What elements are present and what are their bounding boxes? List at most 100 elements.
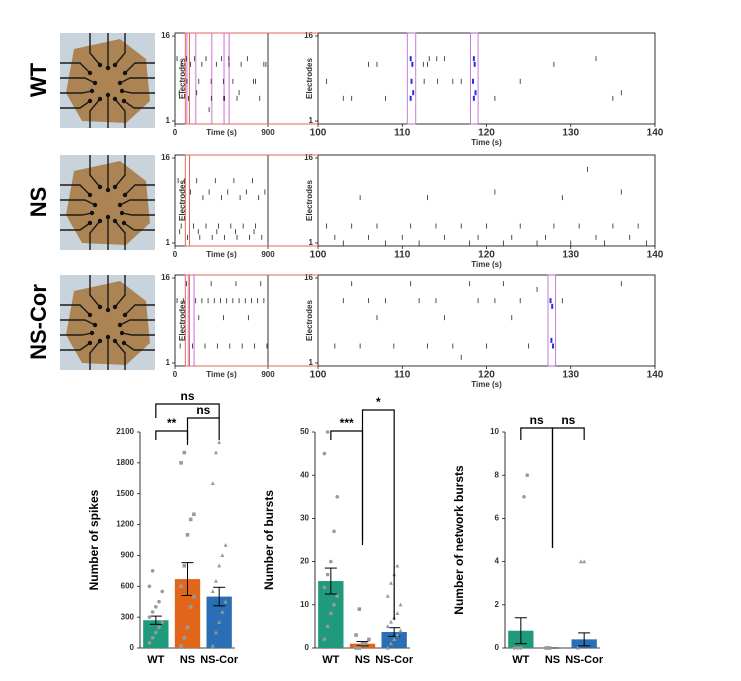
x-tick-label: WT [322,654,339,666]
y-tick-label: 1500 [116,489,134,498]
significance-bracket [520,427,554,548]
significance-label: ns [530,413,544,427]
data-point [220,553,225,558]
y-tick-label: 16 [304,31,313,40]
x-tick-label: 140 [647,250,664,261]
data-point [147,584,152,589]
x-tick-label: 110 [394,128,411,139]
x-axis-label: Time (s) [206,250,237,259]
significance-label: * [376,395,381,409]
significance-label: *** [340,416,354,430]
x-tick-label: NS-Cor [200,654,239,666]
x-tick-label: 100 [310,370,327,381]
data-point [525,473,530,478]
data-point [322,451,327,456]
y-tick-label: 10 [490,427,499,436]
data-point [395,611,400,616]
data-point [182,635,187,640]
data-point [325,430,330,434]
x-tick-label: 140 [647,128,664,139]
y-tick-label: 8 [495,470,500,479]
data-point [188,605,193,609]
data-point [147,615,152,619]
data-point [329,559,333,564]
data-point [220,609,225,614]
x-tick-label: NS [545,654,560,666]
y-tick-label: 2100 [116,427,134,436]
x-tick-label: 900 [261,370,275,379]
data-point [578,559,583,564]
mea-photo [59,274,156,371]
y-tick-label: 600 [121,581,135,590]
y-tick-label: 16 [161,153,170,162]
y-axis-label: Number of network bursts [452,465,466,615]
data-point [395,563,400,568]
error-bar [181,562,194,597]
data-point [325,624,330,629]
data-point [335,594,340,598]
data-point [395,632,400,637]
y-tick-label: 2 [495,600,500,609]
x-tick-label: 130 [562,370,579,381]
y-tick-label: 16 [304,273,313,282]
zoom-window [184,154,190,247]
network-burst [406,32,417,125]
data-point [575,645,580,650]
y-tick-label: 10 [300,600,309,609]
x-tick-label: WT [512,654,529,666]
data-point [192,512,196,517]
plot-frame [174,32,269,125]
x-tick-label: NS-Cor [375,654,414,666]
network-burst [210,32,213,125]
x-tick-label: 130 [562,128,579,139]
network-burst [228,32,230,125]
x-tick-label: 100 [310,128,327,139]
plot-frame [317,274,656,367]
row-label: WT [26,62,51,97]
x-tick-label: NS [355,654,370,666]
x-tick-label: 0 [173,370,178,379]
data-point [157,625,161,630]
data-point [519,646,523,650]
significance-bracket [186,417,220,440]
significance-label: ns [180,389,194,403]
network-burst [193,274,195,367]
y-tick-label: 1 [166,116,171,125]
data-point [398,628,403,633]
zoom-window [184,274,190,367]
data-point [185,533,190,537]
y-axis-label: Electrodes [305,179,314,220]
data-point [367,637,371,642]
y-tick-label: 16 [161,273,170,282]
significance-label: ** [167,416,177,430]
x-tick-label: 0 [173,250,178,259]
row-label: NS [26,187,51,218]
x-tick-label: WT [147,654,164,666]
data-point [388,641,393,646]
data-point [160,589,165,594]
plot-frame [317,154,656,247]
data-point [515,646,520,650]
data-point [354,646,358,650]
data-point [182,563,187,568]
data-point [179,461,183,465]
y-tick-label: 50 [300,427,309,436]
data-point [157,599,161,604]
data-point [185,625,190,630]
data-point [392,637,397,641]
data-point [217,620,222,624]
error-bar [324,567,337,595]
data-point [147,641,152,645]
data-point [213,450,218,455]
data-point [385,624,390,628]
data-point [210,589,215,594]
x-tick-label: 110 [394,250,411,261]
y-tick-label: 30 [300,514,309,523]
x-tick-label: 130 [562,250,579,261]
data-point [522,495,526,499]
data-point [388,581,393,585]
data-point [223,599,228,604]
y-tick-label: 1200 [116,520,134,529]
y-tick-label: 0 [305,643,310,652]
error-bar [213,586,226,607]
